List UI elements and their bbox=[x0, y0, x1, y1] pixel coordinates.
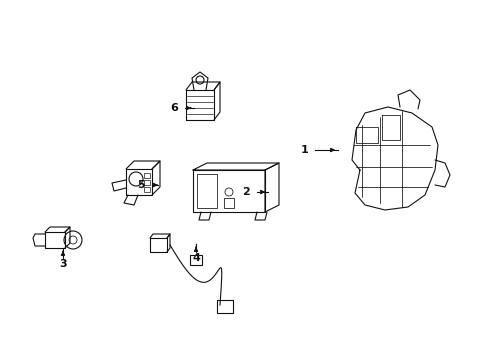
Bar bbox=[143, 187, 150, 192]
Text: 3: 3 bbox=[59, 259, 67, 269]
Bar bbox=[197, 174, 217, 208]
Text: 2: 2 bbox=[242, 187, 249, 197]
Bar bbox=[190, 255, 202, 265]
Text: 6: 6 bbox=[170, 103, 178, 113]
Text: 1: 1 bbox=[300, 145, 307, 155]
Bar bbox=[143, 173, 150, 178]
Text: 4: 4 bbox=[192, 253, 200, 263]
Text: 5: 5 bbox=[137, 180, 145, 190]
Bar bbox=[224, 198, 234, 208]
Bar bbox=[143, 180, 150, 185]
